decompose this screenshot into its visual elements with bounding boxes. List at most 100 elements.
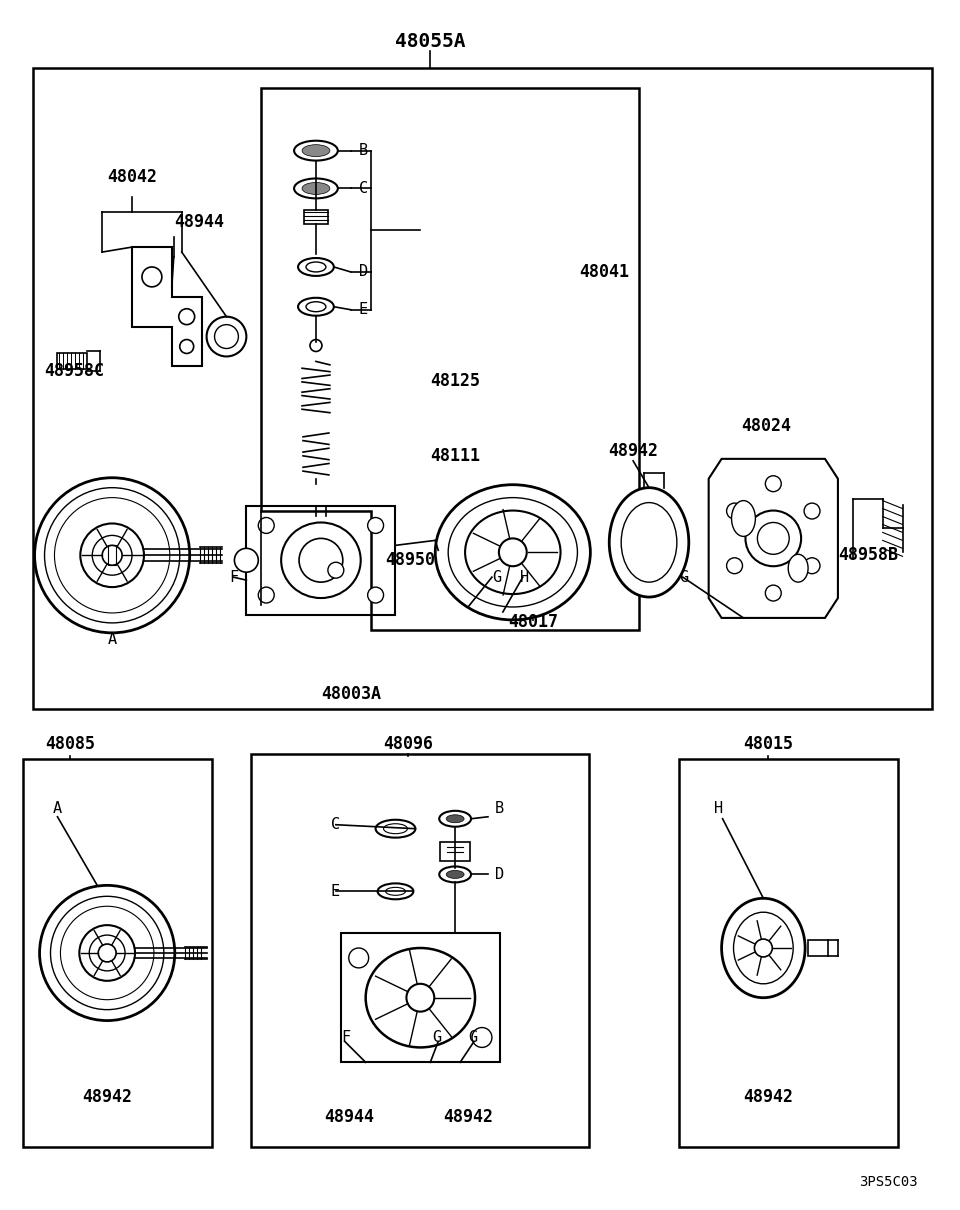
Ellipse shape <box>310 340 322 351</box>
Text: F: F <box>341 1030 350 1045</box>
Ellipse shape <box>300 538 343 582</box>
Bar <box>679 759 898 1147</box>
Text: C: C <box>331 817 340 832</box>
Bar <box>33 68 932 709</box>
Ellipse shape <box>102 546 122 565</box>
Ellipse shape <box>80 926 135 981</box>
Ellipse shape <box>446 870 464 878</box>
Ellipse shape <box>81 524 144 587</box>
Text: 48942: 48942 <box>444 1108 493 1127</box>
Ellipse shape <box>765 586 781 601</box>
Ellipse shape <box>727 503 742 519</box>
Text: G: G <box>679 570 688 584</box>
Bar <box>441 842 470 860</box>
Bar <box>58 353 87 369</box>
Ellipse shape <box>499 538 527 566</box>
Text: 3PS5C03: 3PS5C03 <box>859 1175 918 1188</box>
Ellipse shape <box>727 558 742 574</box>
Text: 48111: 48111 <box>430 446 480 465</box>
Ellipse shape <box>472 1027 492 1048</box>
Ellipse shape <box>375 819 416 837</box>
Text: 48085: 48085 <box>45 736 95 753</box>
Ellipse shape <box>302 183 330 195</box>
Text: 48950: 48950 <box>386 552 436 569</box>
Bar <box>252 754 589 1147</box>
Ellipse shape <box>328 563 344 578</box>
Text: 48942: 48942 <box>743 1088 793 1106</box>
Ellipse shape <box>368 518 384 534</box>
Text: 48944: 48944 <box>174 213 224 231</box>
Ellipse shape <box>179 309 195 324</box>
Ellipse shape <box>368 587 384 603</box>
Ellipse shape <box>722 898 805 998</box>
Text: G: G <box>432 1030 442 1045</box>
Ellipse shape <box>39 886 175 1020</box>
Ellipse shape <box>804 503 820 519</box>
Text: E: E <box>359 302 368 317</box>
Text: 48944: 48944 <box>324 1108 373 1127</box>
Ellipse shape <box>610 488 688 597</box>
Bar <box>247 506 396 615</box>
Ellipse shape <box>788 554 808 582</box>
Ellipse shape <box>294 140 338 161</box>
Text: B: B <box>359 143 368 159</box>
Bar <box>808 940 828 956</box>
Ellipse shape <box>180 340 194 353</box>
Text: D: D <box>359 265 368 280</box>
Text: A: A <box>53 801 61 817</box>
Text: A: A <box>108 633 117 647</box>
Ellipse shape <box>465 511 561 594</box>
Text: 48096: 48096 <box>383 736 433 753</box>
Ellipse shape <box>755 939 772 957</box>
Ellipse shape <box>294 179 338 198</box>
Bar <box>341 933 500 1062</box>
Text: D: D <box>495 866 504 882</box>
Text: 48942: 48942 <box>608 442 659 460</box>
Bar <box>23 759 211 1147</box>
Bar <box>304 211 328 224</box>
Text: 48017: 48017 <box>508 613 558 630</box>
Text: 48055A: 48055A <box>395 31 466 51</box>
Ellipse shape <box>765 476 781 491</box>
Text: C: C <box>359 182 368 196</box>
Ellipse shape <box>348 947 369 968</box>
Ellipse shape <box>281 523 361 598</box>
Text: H: H <box>519 570 529 584</box>
Text: B: B <box>495 801 504 817</box>
Text: E: E <box>331 883 340 899</box>
Ellipse shape <box>35 478 190 633</box>
Ellipse shape <box>746 511 802 566</box>
Ellipse shape <box>258 518 275 534</box>
Text: G: G <box>492 570 501 584</box>
Text: G: G <box>468 1030 477 1045</box>
Text: 48958C: 48958C <box>44 362 105 380</box>
Ellipse shape <box>366 947 475 1048</box>
Text: 48958B: 48958B <box>838 546 898 564</box>
Ellipse shape <box>406 984 434 1012</box>
Text: F: F <box>229 570 239 584</box>
Ellipse shape <box>440 811 471 826</box>
Text: 48041: 48041 <box>580 263 630 281</box>
Ellipse shape <box>206 317 247 357</box>
Ellipse shape <box>804 558 820 574</box>
Text: H: H <box>714 801 723 817</box>
Ellipse shape <box>298 258 334 276</box>
Ellipse shape <box>98 944 116 962</box>
Ellipse shape <box>377 883 414 899</box>
Text: 48125: 48125 <box>430 373 480 391</box>
Bar <box>108 546 116 565</box>
Ellipse shape <box>298 298 334 316</box>
Ellipse shape <box>302 145 330 156</box>
Ellipse shape <box>446 814 464 823</box>
Text: 48042: 48042 <box>107 168 157 186</box>
Text: 48003A: 48003A <box>321 686 381 703</box>
Ellipse shape <box>234 548 258 572</box>
Ellipse shape <box>732 501 756 536</box>
Text: 48015: 48015 <box>743 736 793 753</box>
Ellipse shape <box>258 587 275 603</box>
Text: 48024: 48024 <box>741 417 791 436</box>
Text: 48942: 48942 <box>83 1088 132 1106</box>
Ellipse shape <box>440 866 471 882</box>
Ellipse shape <box>435 485 590 620</box>
Ellipse shape <box>142 267 162 287</box>
